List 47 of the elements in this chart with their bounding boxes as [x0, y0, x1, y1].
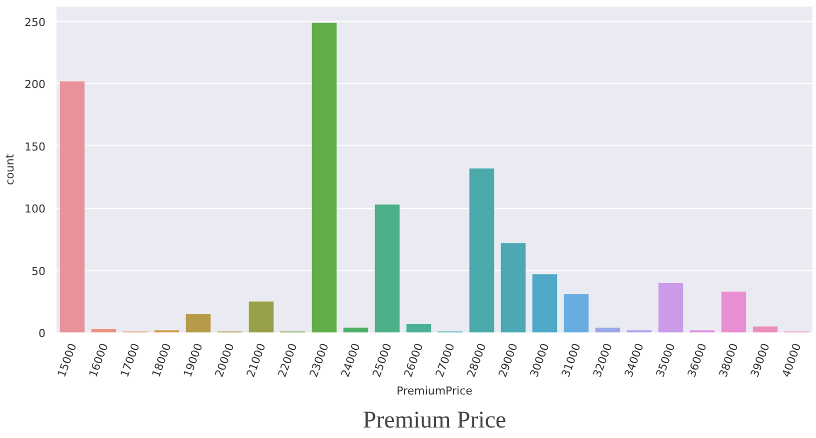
y-tick-label: 150 [24, 140, 46, 154]
bar [91, 328, 116, 332]
bar [752, 326, 778, 332]
x-tick-label: 20000 [212, 342, 237, 379]
bar [248, 301, 274, 332]
x-tick-label: 19000 [181, 342, 206, 379]
text: Premium Price [362, 408, 506, 434]
x-tick-label: 24000 [338, 342, 363, 379]
x-tick-label: 17000 [118, 342, 142, 379]
x-tick-label: 21000 [244, 342, 268, 379]
x-tick-label: 39000 [748, 342, 772, 379]
bar [406, 324, 432, 332]
bar [626, 330, 652, 332]
x-tick-label: 23000 [307, 342, 332, 379]
x-tick-label: 26000 [402, 342, 426, 379]
bar [186, 314, 211, 332]
y-tick-label: 50 [32, 264, 46, 278]
bar [658, 282, 684, 332]
x-tick-label: 29000 [496, 342, 520, 379]
x-tick-label: 40000 [780, 342, 804, 379]
y-tick-label: 100 [24, 202, 46, 216]
bar [721, 291, 746, 332]
y-tick-label: 0 [38, 327, 46, 340]
x-tick-label: 36000 [685, 342, 710, 379]
x-tick-label: 16000 [86, 342, 111, 379]
y-tick-label: 250 [24, 16, 46, 29]
x-tick-label: 27000 [433, 342, 458, 379]
y-axis-title: count [4, 153, 17, 186]
x-tick-label: 28000 [464, 342, 489, 379]
x-tick-label: 32000 [590, 342, 615, 379]
bar [532, 274, 558, 332]
bar [595, 327, 620, 332]
x-axis-title: PremiumPrice [396, 384, 473, 398]
x-tick-label: 18000 [150, 342, 174, 379]
x-tick-label: 38000 [716, 342, 741, 379]
x-tick-label: 34000 [622, 342, 646, 379]
x-tick-label: 22000 [276, 342, 300, 379]
y-tick-label: 200 [24, 78, 46, 92]
x-tick-label: 35000 [654, 342, 678, 379]
x-tick-label: 25000 [370, 342, 394, 379]
x-tick-label: 31000 [559, 342, 584, 379]
x-tick-label: 30000 [528, 342, 552, 379]
bar [343, 327, 368, 332]
bar [154, 330, 180, 332]
x-tick-label: 15000 [55, 342, 80, 379]
bar [690, 330, 715, 332]
bar [564, 294, 589, 332]
